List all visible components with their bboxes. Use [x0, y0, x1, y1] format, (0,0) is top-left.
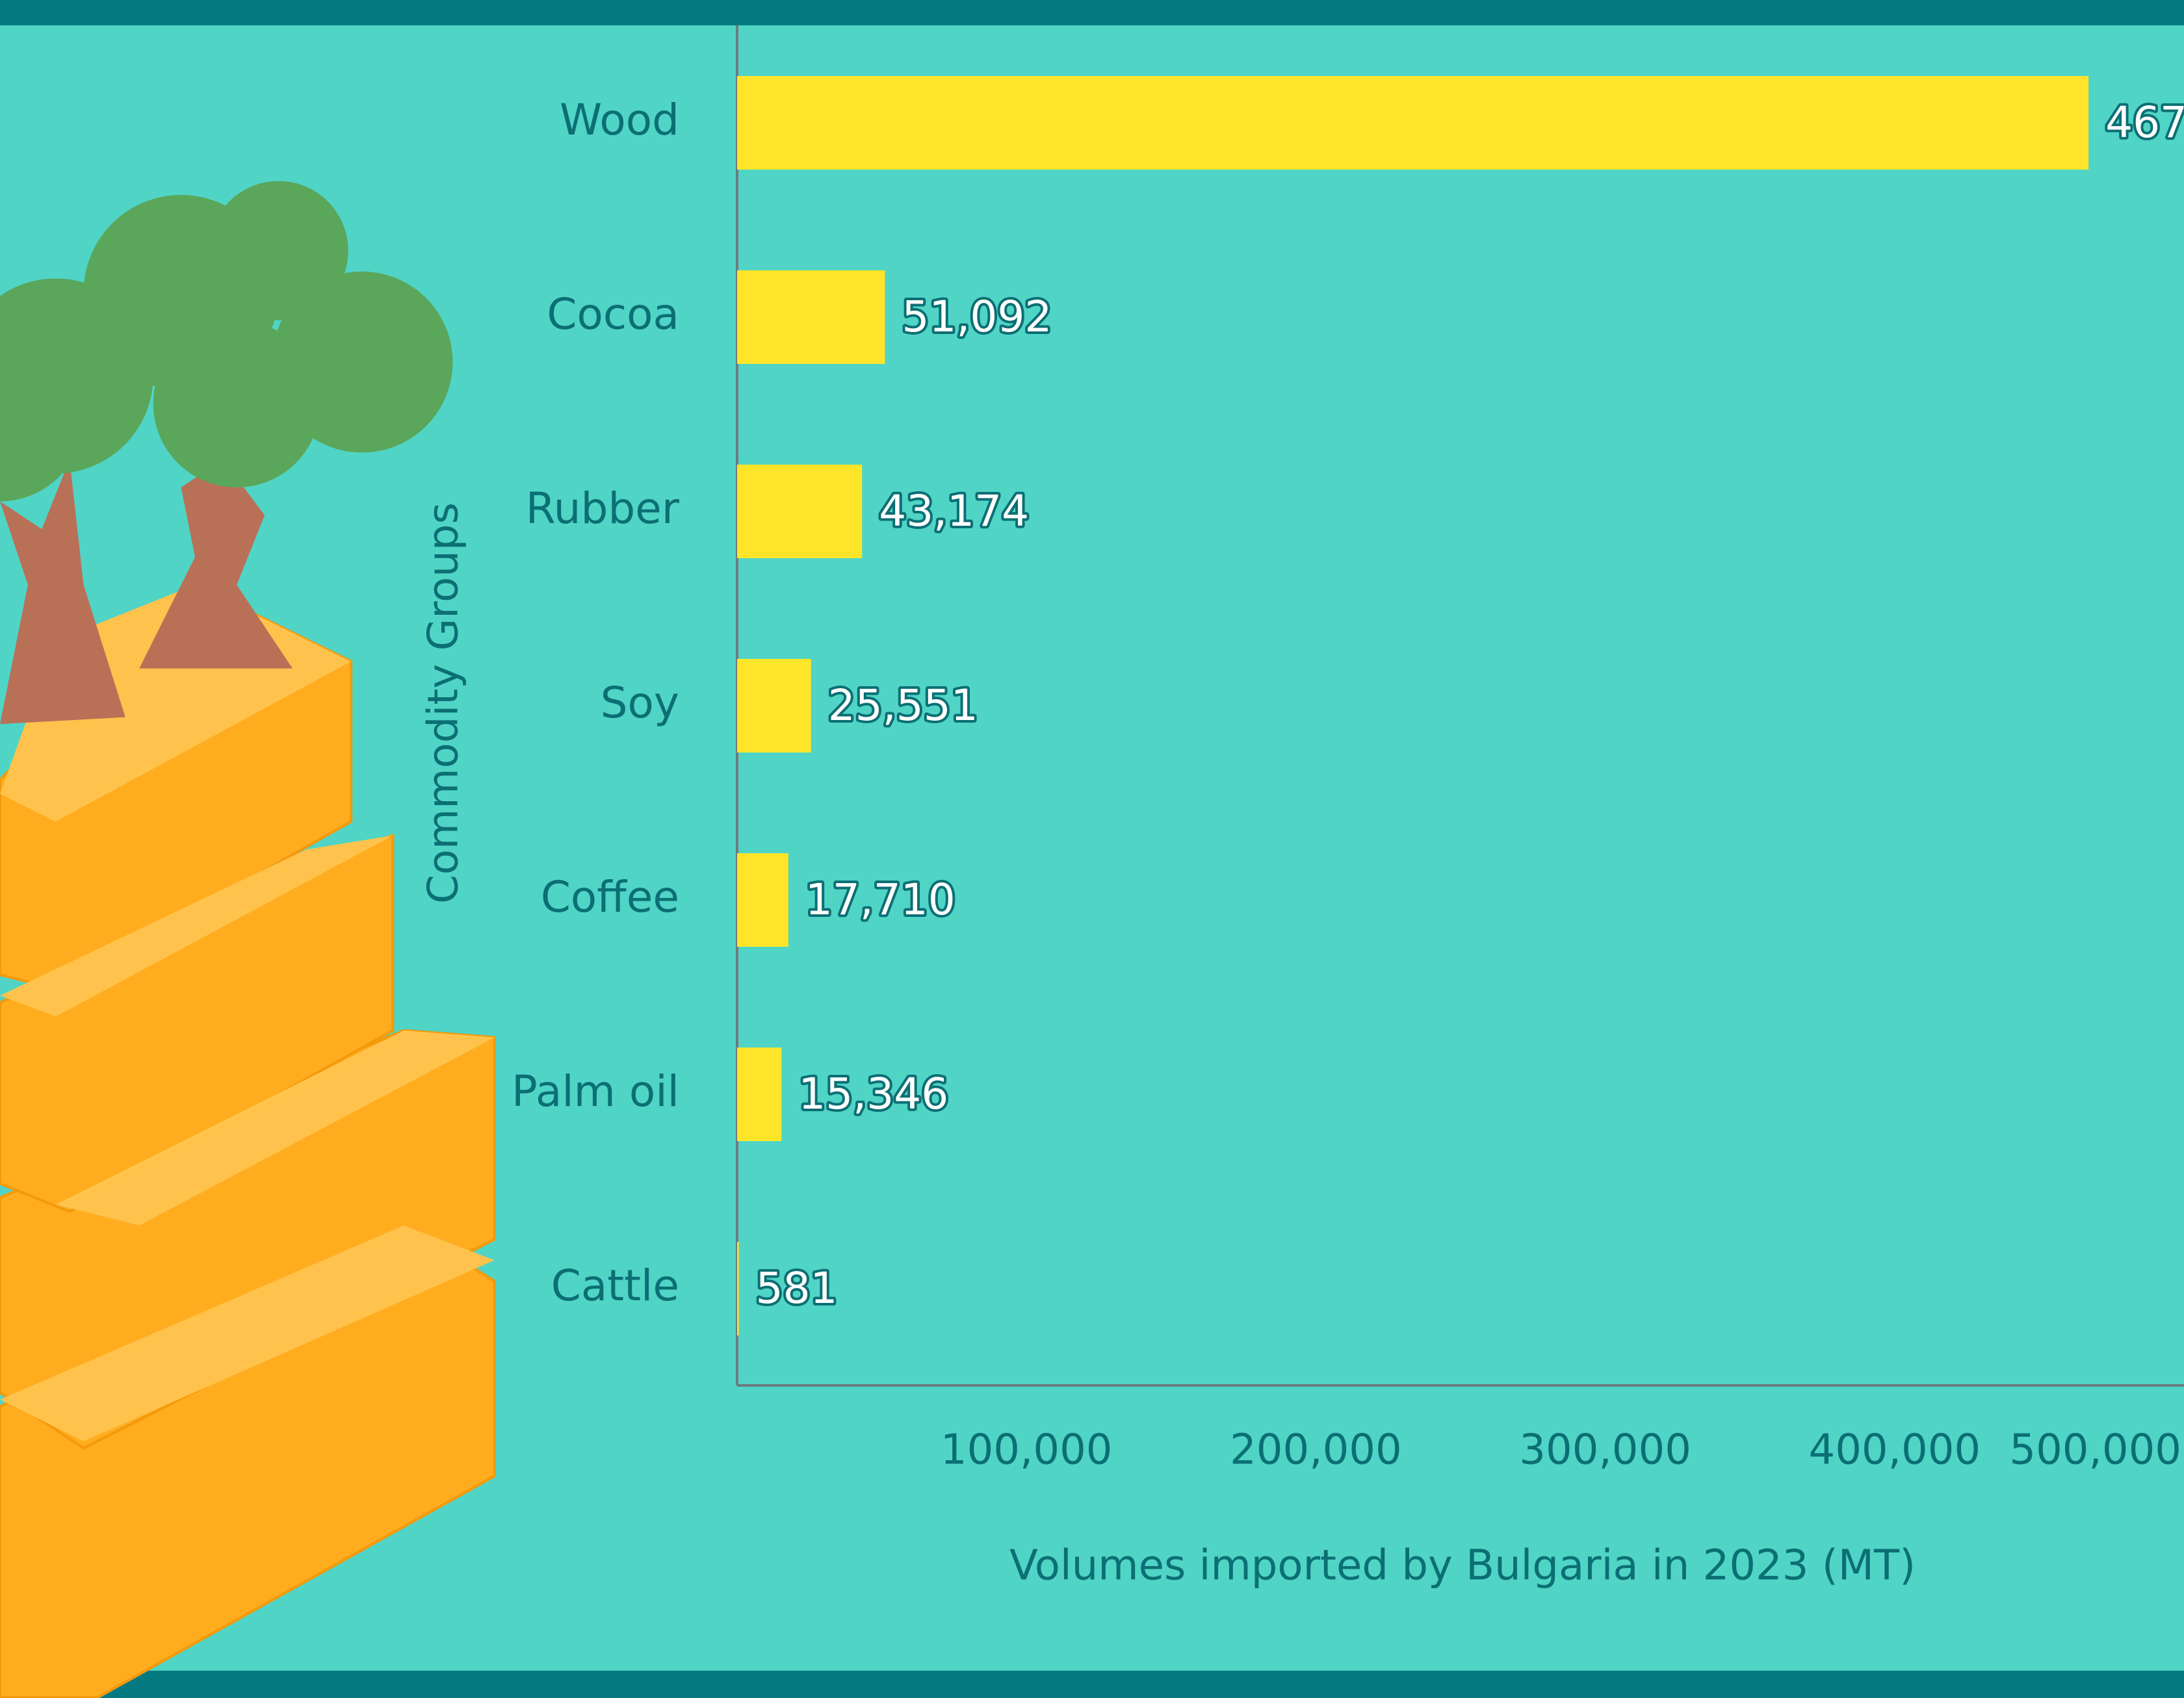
y-axis-title: Commodity Groups: [420, 502, 468, 904]
category-label: Coffee: [541, 872, 679, 922]
x-tick-label: 200,000: [1230, 1426, 1402, 1474]
x-tick-label: 400,000: [1808, 1426, 1981, 1474]
bar: [737, 270, 885, 364]
top-band: [0, 0, 2184, 25]
category-label: Wood: [560, 95, 679, 145]
x-axis-title: Volumes imported by Bulgaria in 2023 (MT…: [1009, 1542, 1916, 1590]
category-label: Palm oil: [512, 1066, 679, 1116]
value-label: 581: [756, 1263, 838, 1313]
value-label: 17,710: [805, 875, 956, 925]
category-label: Rubber: [526, 483, 680, 534]
bar: [737, 853, 788, 947]
x-tick-label: 100,000: [941, 1426, 1113, 1474]
value-label: 15,346: [798, 1069, 948, 1119]
x-tick-label: 500,000: [2009, 1426, 2181, 1474]
value-label: 467,000: [2105, 97, 2184, 148]
bar: [737, 76, 2089, 170]
bottom-band: [0, 1671, 2184, 1698]
bar: [737, 465, 863, 558]
illustration: [0, 181, 496, 1698]
category-label: Cocoa: [547, 289, 679, 339]
value-label: 43,174: [879, 486, 1029, 536]
x-tick-label: 300,000: [1519, 1426, 1691, 1474]
value-label: 51,092: [902, 292, 1052, 342]
value-label: 25,551: [828, 680, 978, 730]
bar: [737, 1242, 739, 1335]
category-label: Soy: [601, 678, 679, 728]
bar: [737, 1048, 782, 1141]
category-label: Cattle: [551, 1261, 679, 1311]
bar: [737, 659, 811, 753]
